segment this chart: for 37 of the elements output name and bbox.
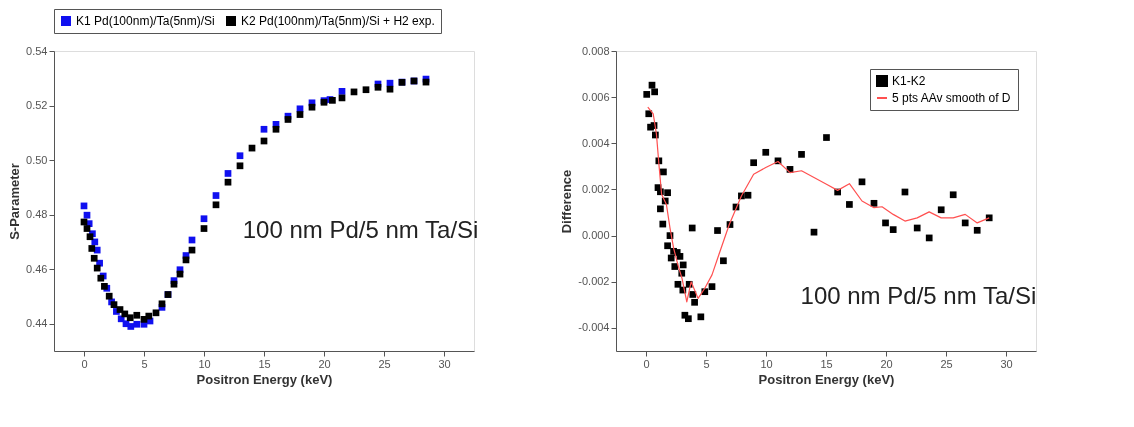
y-tick-label: 0.44 xyxy=(26,317,48,330)
legend-label: K1-K2 xyxy=(892,74,926,88)
y-tick-label: 0.50 xyxy=(26,153,48,166)
y-tick-label: -0.002 xyxy=(578,275,610,288)
y-tick-label: 0.008 xyxy=(581,44,610,57)
x-tick-label: 20 xyxy=(880,357,893,370)
annotation: 100 nm Pd/5 nm Ta/Si xyxy=(800,282,1037,309)
y-axis-title: Difference xyxy=(559,169,575,234)
legend-label: 5 pts AAv smooth of D xyxy=(892,91,1011,105)
y-tick-label: -0.004 xyxy=(578,321,610,334)
x-tick-label: 10 xyxy=(198,357,211,370)
x-tick-label: 10 xyxy=(760,357,773,370)
x-tick-label: 20 xyxy=(318,357,331,370)
y-tick-label: 0.000 xyxy=(581,229,610,242)
x-axis-title: Positron Energy (keV) xyxy=(758,371,895,387)
x-tick-label: 25 xyxy=(378,357,391,370)
legend-label: K2 Pd(100nm)/Ta(5nm)/Si + H2 exp. xyxy=(241,14,435,28)
y-axis-title: S-Parameter xyxy=(7,163,23,240)
x-tick-label: 25 xyxy=(940,357,953,370)
x-tick-label: 0 xyxy=(81,357,88,370)
y-tick-label: 0.48 xyxy=(26,208,48,221)
x-tick-label: 5 xyxy=(141,357,148,370)
legend-label: K1 Pd(100nm)/Ta(5nm)/Si xyxy=(76,14,215,28)
y-tick-label: 0.54 xyxy=(26,44,48,57)
x-tick-label: 15 xyxy=(258,357,271,370)
x-tick-label: 30 xyxy=(438,357,451,370)
annotation: 100 nm Pd/5 nm Ta/Si xyxy=(242,216,479,243)
y-tick-label: 0.004 xyxy=(581,136,610,149)
y-tick-label: 0.46 xyxy=(26,262,48,275)
y-tick-label: 0.002 xyxy=(581,182,610,195)
x-tick-label: 0 xyxy=(643,357,650,370)
x-tick-label: 30 xyxy=(1000,357,1013,370)
x-axis-title: Positron Energy (keV) xyxy=(196,371,333,387)
x-tick-label: 15 xyxy=(820,357,833,370)
y-tick-label: 0.52 xyxy=(26,99,48,112)
y-tick-label: 0.006 xyxy=(581,90,610,103)
x-tick-label: 5 xyxy=(703,357,710,370)
